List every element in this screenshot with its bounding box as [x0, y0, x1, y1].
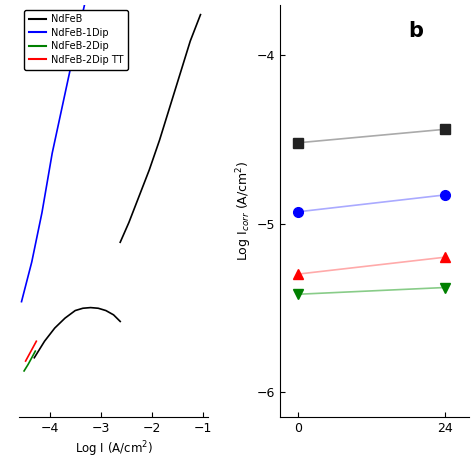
- Y-axis label: Log I$_{corr}$ (A/cm$^{2}$): Log I$_{corr}$ (A/cm$^{2}$): [234, 161, 254, 261]
- X-axis label: Log I (A/cm$^{2}$): Log I (A/cm$^{2}$): [74, 439, 153, 459]
- Text: b: b: [409, 21, 424, 41]
- Legend: NdFeB, NdFeB-1Dip, NdFeB-2Dip, NdFeB-2Dip TT: NdFeB, NdFeB-1Dip, NdFeB-2Dip, NdFeB-2Di…: [24, 9, 128, 70]
